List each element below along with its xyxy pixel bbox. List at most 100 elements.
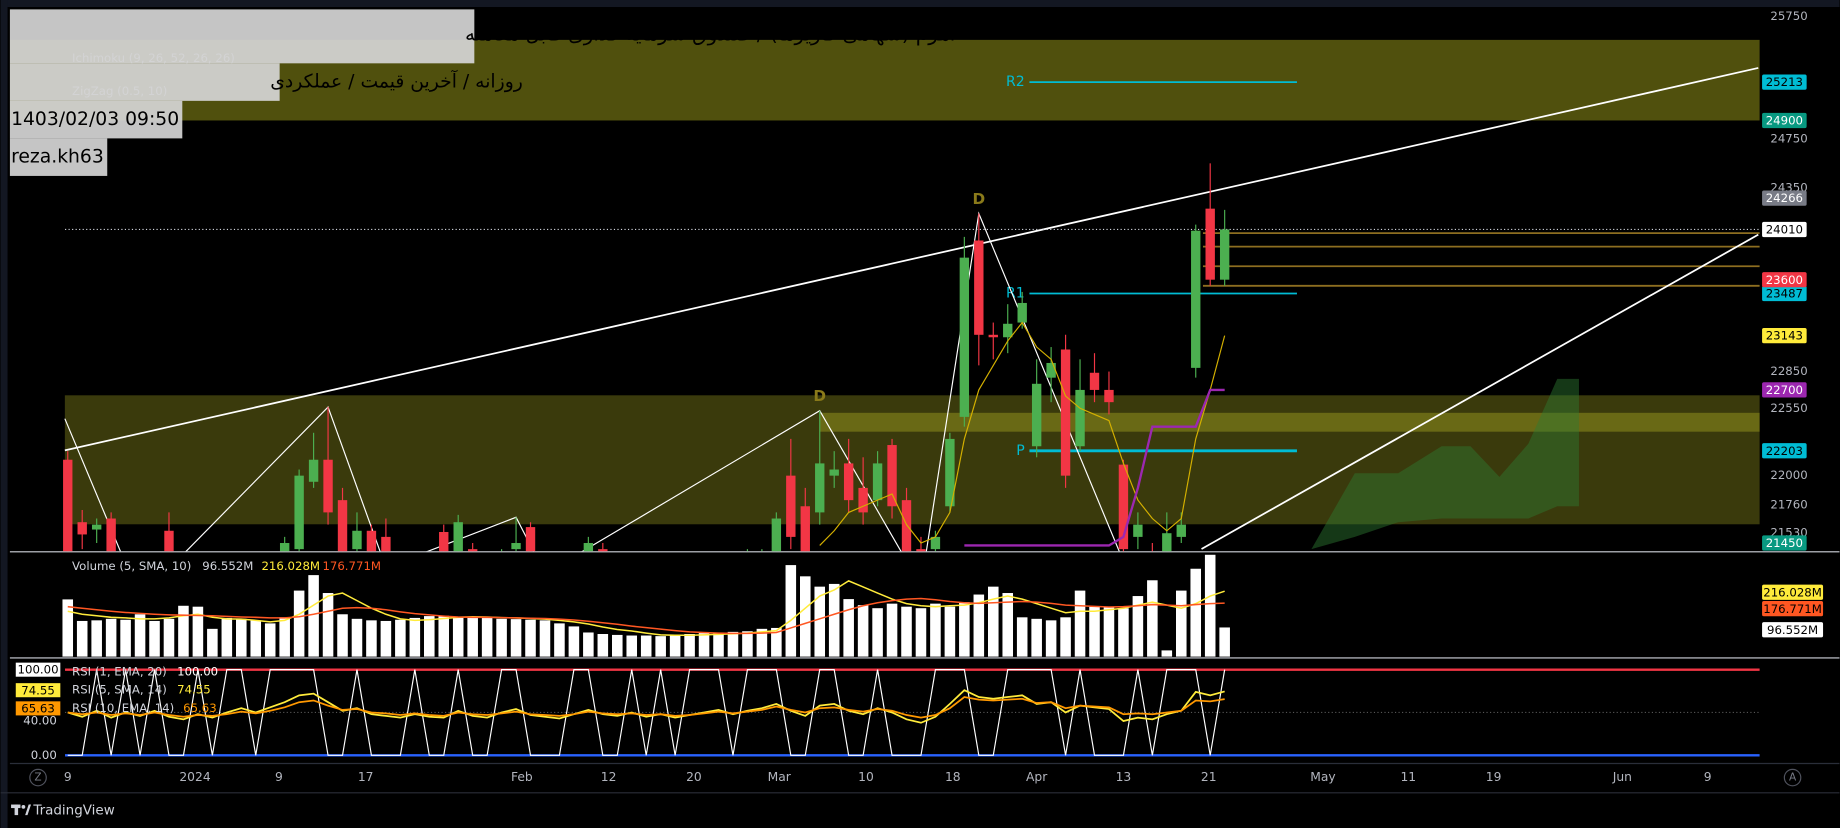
x-tick-label: 9: [275, 770, 283, 784]
volume-badge: 96.552M: [1767, 623, 1818, 637]
volume-bar: [279, 617, 290, 657]
volume-bar: [828, 583, 840, 657]
header-text: روزانه / آخرین قیمت / عملکردی: [270, 70, 523, 93]
volume-bar: [366, 620, 377, 657]
volume-bar: [785, 565, 797, 657]
candle-body: [1191, 230, 1201, 368]
zone-badge-bg: [1762, 112, 1807, 129]
candle-body: [1003, 323, 1013, 338]
candle-body: [1176, 524, 1186, 537]
legend-value: 96.552M: [202, 559, 253, 573]
candle-body: [916, 549, 926, 552]
x-tick-label: 11: [1400, 770, 1416, 784]
button-label[interactable]: Z: [34, 772, 41, 784]
volume-bar: [814, 586, 826, 657]
candle-body: [323, 459, 333, 513]
volume-bar: [264, 623, 276, 657]
volume-bar: [857, 605, 869, 657]
candle-body: [1046, 362, 1056, 378]
pivot-badge: 23487: [1766, 287, 1803, 301]
kijun-line: [964, 388, 1225, 547]
volume-bar: [987, 586, 999, 657]
candle-body: [1133, 524, 1143, 537]
header-text: اهرم (سهامی کاریزما) / صندوق سرمایه گذار…: [465, 23, 955, 46]
candle-body: [858, 487, 868, 513]
button-label[interactable]: A: [1789, 772, 1797, 784]
price-badge: 24266: [1766, 191, 1803, 205]
top-border: [0, 0, 1840, 8]
button[interactable]: [29, 768, 47, 787]
x-tick-label: 12: [601, 770, 617, 784]
candle-body: [1205, 208, 1215, 280]
rsi-badge-bg: [15, 683, 61, 698]
volume-bar: [380, 620, 392, 657]
x-tick-label: 10: [858, 770, 874, 784]
volume-bar: [525, 619, 536, 657]
candle-body: [988, 334, 998, 338]
legend-value: 176.771M: [322, 559, 381, 573]
volume-bar: [1103, 606, 1115, 657]
candle-body: [1017, 302, 1027, 323]
legend-name: RSI (5, SMA, 14): [72, 683, 167, 697]
candle-body: [1104, 389, 1114, 403]
kijun-badge: 22700: [1766, 383, 1803, 397]
volume-bar: [76, 620, 88, 657]
volume-bar: [901, 606, 912, 657]
pivot-badge-bg: [1762, 443, 1807, 459]
legend-name: RSI (1, EMA, 20): [72, 665, 167, 679]
volume-bar: [684, 634, 695, 657]
y-tick-label: 22000: [1770, 468, 1807, 482]
volume-bar: [1175, 590, 1187, 657]
pattern-label: D: [972, 190, 985, 208]
volume-bar: [192, 606, 204, 657]
volume-bar: [481, 617, 493, 657]
volume-bar: [771, 627, 782, 657]
rsi-line: [67, 669, 1226, 756]
volume-bar: [1089, 606, 1100, 657]
volume-bar: [1190, 568, 1202, 657]
volume-bar: [337, 614, 348, 657]
volume-bar: [178, 605, 189, 657]
volume-bar: [467, 617, 478, 657]
tenkan-badge: 23143: [1766, 329, 1803, 343]
volume-bar: [510, 619, 522, 657]
volume-bar: [395, 619, 406, 657]
volume-bar: [496, 618, 507, 657]
volume-bar: [800, 576, 811, 657]
prev-close-badge: 23600: [1766, 273, 1803, 287]
volume-bar: [1204, 554, 1216, 657]
ichimoku-cloud: [1311, 378, 1579, 550]
candle-body: [829, 469, 839, 476]
candle-body: [366, 530, 377, 552]
kijun-badge-bg: [1762, 382, 1807, 398]
volume-bar: [539, 620, 551, 657]
volume-bar: [959, 602, 970, 657]
candle-body: [308, 459, 319, 482]
volume-bar: [91, 620, 102, 657]
x-tick-label: May: [1310, 770, 1335, 784]
pane-title: Volume (5, SMA, 10): [72, 559, 191, 573]
volume-bar: [698, 633, 710, 657]
volume-bar: [149, 620, 160, 657]
prev-close-badge-bg: [1762, 272, 1807, 288]
candle-body: [63, 459, 73, 552]
header-box: [9, 9, 475, 64]
volume-bar: [1132, 596, 1144, 657]
volume-bar: [452, 616, 464, 657]
pivot-badge: 25213: [1766, 75, 1803, 89]
candle-body: [1089, 372, 1100, 390]
rsi-badge-bg: [15, 662, 61, 677]
volume-badge-bg: [1762, 601, 1824, 617]
button[interactable]: [1783, 768, 1802, 787]
pivot-badge: 22203: [1766, 444, 1803, 458]
last-price-badge: 24010: [1766, 223, 1803, 237]
candle-body: [91, 524, 102, 530]
volume-bar: [930, 603, 941, 657]
x-tick-label: 9: [64, 770, 72, 784]
legend-value: 74.55: [177, 683, 211, 697]
volume-badge-bg: [1762, 622, 1824, 638]
x-tick-label: 21: [1201, 770, 1217, 784]
left-border: [0, 0, 8, 828]
volume-bar: [308, 575, 319, 657]
